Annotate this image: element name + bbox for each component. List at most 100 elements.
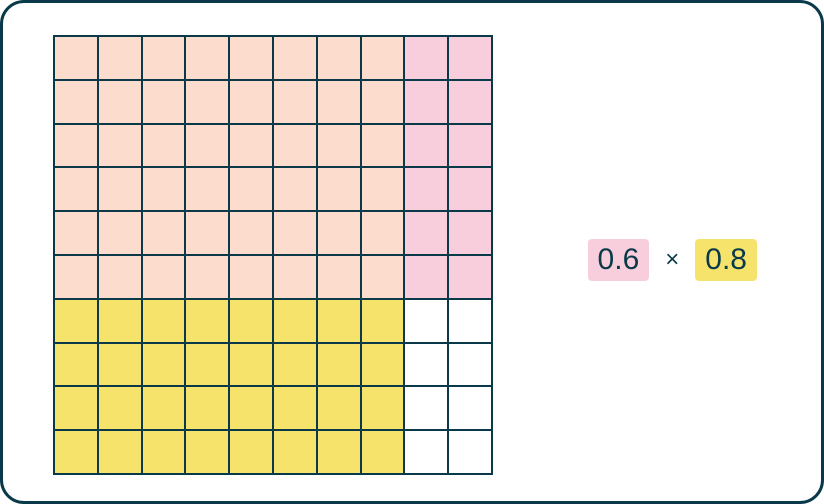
grid-cell bbox=[229, 36, 273, 80]
grid-cell bbox=[98, 343, 142, 387]
grid-cell bbox=[273, 211, 317, 255]
grid-cell bbox=[54, 299, 98, 343]
grid-cell bbox=[185, 124, 229, 168]
grid-cell bbox=[185, 167, 229, 211]
grid-cell bbox=[361, 124, 405, 168]
grid-cell bbox=[317, 167, 361, 211]
grid-cell bbox=[54, 124, 98, 168]
grid-cell bbox=[317, 124, 361, 168]
grid-cell bbox=[448, 430, 492, 474]
grid-cell bbox=[229, 386, 273, 430]
grid-cell bbox=[142, 80, 186, 124]
grid-cell bbox=[273, 386, 317, 430]
grid-cell bbox=[361, 167, 405, 211]
grid-cell bbox=[404, 343, 448, 387]
grid-cell bbox=[317, 80, 361, 124]
grid-cell bbox=[185, 80, 229, 124]
grid-cell bbox=[317, 211, 361, 255]
grid-cell bbox=[229, 80, 273, 124]
grid-cell bbox=[54, 167, 98, 211]
grid-cell bbox=[361, 299, 405, 343]
grid-cell bbox=[448, 36, 492, 80]
grid-cell bbox=[317, 386, 361, 430]
grid-cell bbox=[229, 343, 273, 387]
grid-cell bbox=[98, 124, 142, 168]
grid-cell bbox=[273, 343, 317, 387]
grid-cell bbox=[317, 430, 361, 474]
grid-cell bbox=[273, 430, 317, 474]
grid-cell bbox=[404, 255, 448, 299]
grid-cell bbox=[142, 255, 186, 299]
grid-cell bbox=[361, 386, 405, 430]
grid-cell bbox=[185, 211, 229, 255]
grid-cell bbox=[185, 299, 229, 343]
grid-cell bbox=[317, 299, 361, 343]
factor-1-chip: 0.6 bbox=[588, 239, 650, 281]
grid-cell bbox=[448, 80, 492, 124]
grid-cell bbox=[448, 386, 492, 430]
grid-cell bbox=[98, 299, 142, 343]
grid-cell bbox=[185, 386, 229, 430]
grid-cell bbox=[361, 430, 405, 474]
grid-cell bbox=[448, 167, 492, 211]
grid-cell bbox=[229, 430, 273, 474]
grid-cell bbox=[142, 124, 186, 168]
grid-cell bbox=[54, 430, 98, 474]
grid-cell bbox=[142, 211, 186, 255]
grid-cell bbox=[98, 36, 142, 80]
grid-cell bbox=[273, 80, 317, 124]
grid-cell bbox=[448, 124, 492, 168]
grid-cell bbox=[404, 386, 448, 430]
grid-cell bbox=[98, 386, 142, 430]
grid-cell bbox=[448, 299, 492, 343]
grid-cell bbox=[448, 211, 492, 255]
grid-cell bbox=[98, 430, 142, 474]
grid-cell bbox=[229, 167, 273, 211]
grid-cell bbox=[361, 343, 405, 387]
grid-cell bbox=[404, 430, 448, 474]
grid-cell bbox=[317, 343, 361, 387]
grid-cell bbox=[185, 255, 229, 299]
grid-cell bbox=[229, 255, 273, 299]
grid-cell bbox=[361, 211, 405, 255]
grid-cell bbox=[404, 124, 448, 168]
grid-cell bbox=[404, 36, 448, 80]
grid-cell bbox=[404, 80, 448, 124]
grid-cell bbox=[317, 255, 361, 299]
grid-cell bbox=[98, 211, 142, 255]
grid-cell bbox=[54, 36, 98, 80]
factor-2-chip: 0.8 bbox=[695, 239, 757, 281]
grid-cell bbox=[273, 124, 317, 168]
grid-cell bbox=[98, 167, 142, 211]
grid-cell bbox=[448, 343, 492, 387]
grid-cell bbox=[142, 299, 186, 343]
times-symbol: × bbox=[665, 246, 679, 274]
grid-cell bbox=[404, 167, 448, 211]
grid-cell bbox=[273, 299, 317, 343]
grid-cell bbox=[54, 211, 98, 255]
grid-cell bbox=[54, 343, 98, 387]
grid-cell bbox=[404, 299, 448, 343]
grid-cell bbox=[185, 36, 229, 80]
grid-cell bbox=[229, 211, 273, 255]
grid-cell bbox=[273, 255, 317, 299]
grid-cell bbox=[185, 343, 229, 387]
grid-cell bbox=[54, 80, 98, 124]
grid-cell bbox=[142, 167, 186, 211]
diagram-container: 0.6 × 0.8 bbox=[0, 0, 824, 504]
hundred-grid bbox=[53, 35, 493, 475]
grid-cell bbox=[98, 255, 142, 299]
grid-cell bbox=[317, 36, 361, 80]
grid-cell bbox=[98, 80, 142, 124]
grid-cell bbox=[185, 430, 229, 474]
grid-cell bbox=[142, 430, 186, 474]
grid-cell bbox=[54, 386, 98, 430]
grid-cell bbox=[273, 36, 317, 80]
grid-cell bbox=[142, 36, 186, 80]
grid-cell bbox=[273, 167, 317, 211]
grid-cell bbox=[448, 255, 492, 299]
grid-cell bbox=[404, 211, 448, 255]
grid-cell bbox=[361, 80, 405, 124]
grid-cell bbox=[142, 343, 186, 387]
multiplication-expression: 0.6 × 0.8 bbox=[588, 239, 757, 281]
